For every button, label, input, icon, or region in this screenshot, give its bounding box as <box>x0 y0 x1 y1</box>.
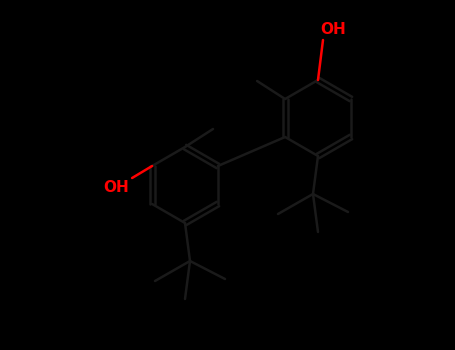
Text: OH: OH <box>103 180 129 195</box>
Text: OH: OH <box>320 22 346 37</box>
